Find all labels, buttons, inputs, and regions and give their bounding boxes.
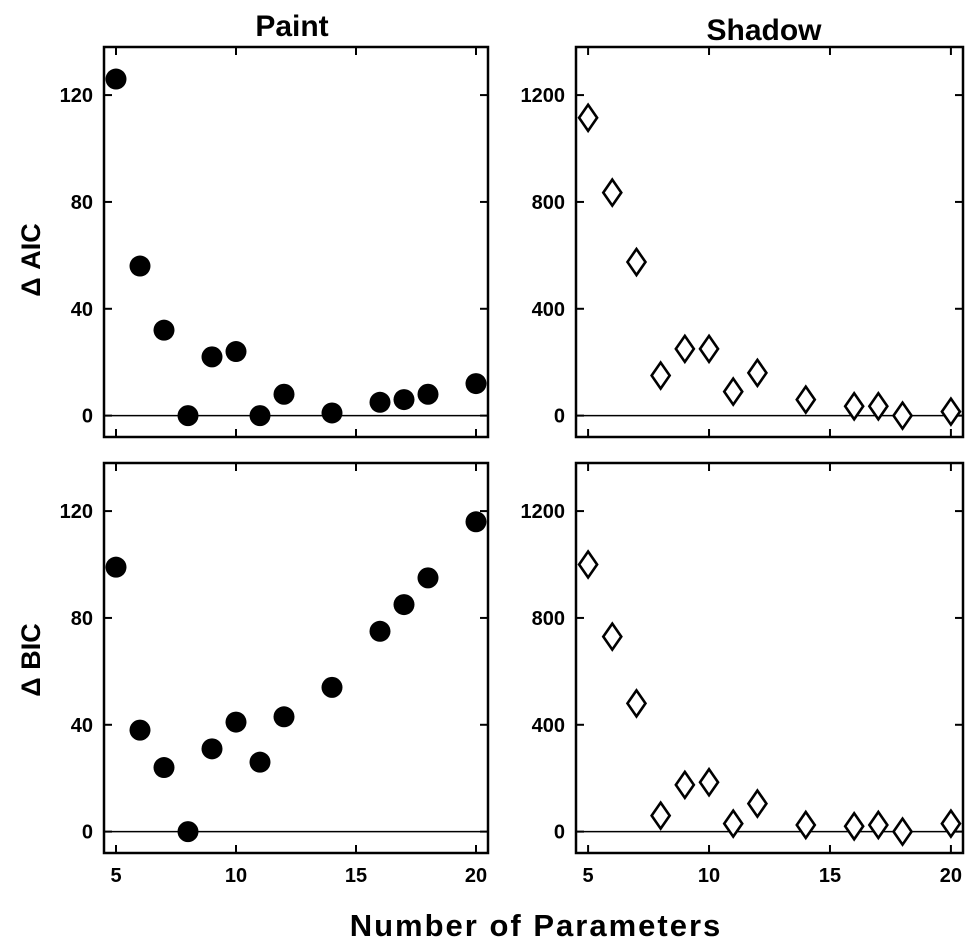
- data-point: [201, 346, 223, 368]
- y-tick-label: 80: [71, 192, 93, 214]
- data-point: [465, 511, 487, 533]
- data-point: [369, 620, 391, 642]
- data-point: [129, 719, 151, 741]
- data-point: [601, 621, 623, 652]
- data-point: [625, 246, 648, 278]
- data-point: [105, 556, 127, 578]
- data-point: [625, 688, 648, 719]
- row-label-bic: Δ BIC: [16, 623, 46, 696]
- data-point: [465, 373, 487, 395]
- data-point: [698, 333, 720, 365]
- x-tick-label: 15: [819, 865, 841, 887]
- data-point: [577, 549, 599, 580]
- data-point: [674, 769, 696, 801]
- panel-shadow-bic: 5 10 15 20 0 400 800 1200: [521, 461, 965, 887]
- y-tick-label: 120: [60, 501, 93, 523]
- y-tick-label: 400: [532, 715, 565, 737]
- x-tick-label: 15: [345, 865, 367, 887]
- data-point: [153, 319, 175, 341]
- data-point: [650, 360, 672, 391]
- y-tick-label: 800: [532, 192, 565, 214]
- y-tick-label: 120: [60, 85, 93, 107]
- panel-paint-bic: 5 10 15 20 0 40 80 120: [60, 461, 490, 887]
- panel-paint-aic: 0 40 80 120: [60, 45, 490, 439]
- x-tick-label: 5: [110, 865, 121, 887]
- y-tick-label: 0: [82, 822, 93, 844]
- data-point: [129, 255, 151, 277]
- data-point: [674, 333, 696, 365]
- y-tick-label: 400: [532, 299, 565, 321]
- data-point: [722, 808, 744, 839]
- data-point: [321, 676, 343, 698]
- y-tick-label: 1200: [521, 85, 566, 107]
- data-point: [105, 68, 127, 90]
- plot-frame: [574, 45, 965, 439]
- data-point: [698, 766, 720, 798]
- plot-frame: [574, 461, 965, 855]
- y-tick-label: 40: [71, 299, 93, 321]
- data-point: [891, 400, 914, 431]
- data-point: [577, 102, 599, 134]
- data-point: [650, 800, 672, 831]
- y-tick-label: 80: [71, 608, 93, 630]
- column-title-paint: Paint: [255, 10, 328, 43]
- data-point: [225, 711, 247, 733]
- data-point: [746, 357, 768, 389]
- y-tick-label: 1200: [521, 501, 566, 523]
- data-point: [843, 390, 865, 422]
- data-point: [843, 811, 865, 842]
- data-point: [601, 177, 623, 208]
- data-point: [940, 808, 962, 839]
- data-point: [417, 567, 439, 589]
- data-point: [722, 376, 744, 407]
- data-point: [273, 706, 295, 728]
- x-axis-label: Number of Parameters: [350, 908, 723, 939]
- y-tick-label: 0: [82, 406, 93, 428]
- data-point: [867, 809, 889, 841]
- data-point: [249, 405, 271, 427]
- x-tick-label: 20: [465, 865, 487, 887]
- data-point: [177, 821, 199, 843]
- data-point: [273, 383, 295, 405]
- column-title-shadow: Shadow: [706, 14, 822, 47]
- data-point: [940, 396, 962, 427]
- data-point: [201, 738, 223, 760]
- data-point: [177, 405, 199, 427]
- x-tick-label: 10: [698, 865, 720, 887]
- data-point: [321, 402, 343, 424]
- y-tick-label: 800: [532, 608, 565, 630]
- x-tick-label: 10: [225, 865, 247, 887]
- data-point: [795, 384, 817, 415]
- plot-frame: [102, 45, 490, 439]
- data-point: [867, 390, 889, 422]
- data-point: [153, 757, 175, 779]
- data-point: [746, 788, 768, 819]
- data-point: [393, 389, 415, 411]
- plot-frame: [102, 461, 490, 855]
- data-point: [795, 809, 817, 841]
- data-point: [225, 341, 247, 363]
- y-tick-label: 0: [554, 406, 565, 428]
- x-tick-label: 20: [940, 865, 962, 887]
- data-point: [249, 751, 271, 773]
- data-point: [891, 816, 914, 847]
- data-point: [393, 594, 415, 616]
- x-tick-label: 5: [583, 865, 594, 887]
- panel-shadow-aic: 0 400 800 1200: [521, 45, 965, 439]
- row-label-aic: Δ AIC: [16, 223, 46, 296]
- y-tick-label: 40: [71, 715, 93, 737]
- y-tick-label: 0: [554, 822, 565, 844]
- data-point: [417, 383, 439, 405]
- data-point: [369, 391, 391, 413]
